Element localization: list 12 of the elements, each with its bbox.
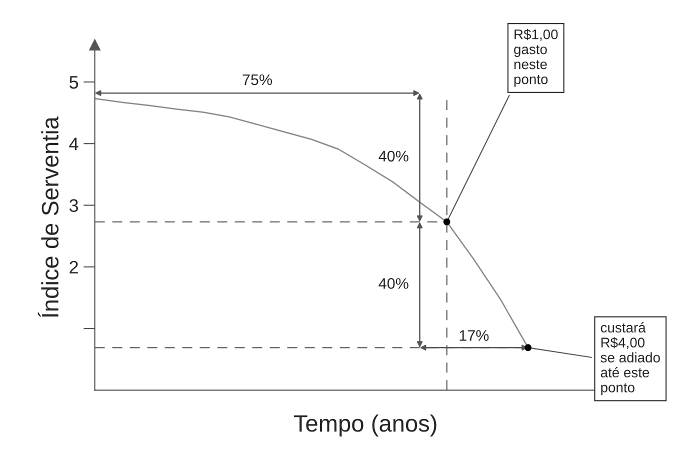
y-tick-label: 2 [70,260,78,274]
annotation: R$1,00 gasto neste ponto [514,28,558,87]
y-tick-label: 3 [69,199,78,212]
x-axis-title: Tempo (anos) [294,414,436,436]
annotation: 17% [460,330,489,341]
y-tick-label: 5 [69,76,78,89]
text: custará R$4,00 se adiado até este ponto [600,322,660,396]
annotation: 75% [242,74,272,86]
annotation: 40% [378,278,408,289]
annotation: 40% [378,150,408,162]
y-axis-title: Índice de Serventia [38,116,59,318]
y-tick-label: 4 [69,138,78,150]
